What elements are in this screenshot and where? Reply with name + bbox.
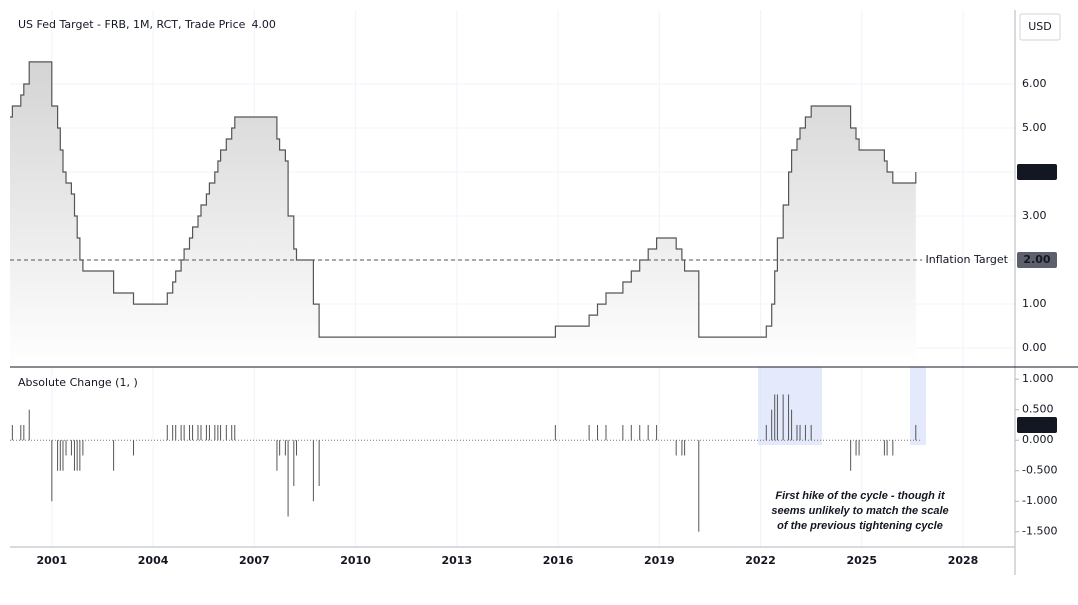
reference-value-label: 2.00 (1017, 252, 1057, 269)
x-tick-label: 2004 (138, 554, 169, 567)
currency-button[interactable] (1019, 13, 1061, 41)
last-value-label: 4.00 (1017, 163, 1057, 180)
plot-area (10, 61, 922, 532)
y-tick-label: 3.00 (1022, 209, 1047, 222)
annotation: of the previous tightening cycle (777, 520, 943, 532)
x-tick-label: 2025 (846, 554, 877, 567)
rate-line (10, 61, 917, 338)
y-tick-label: 0.000 (1022, 433, 1054, 446)
last-value-label: 0.250 (1020, 418, 1055, 431)
y-tick-label: 6.00 (1022, 77, 1047, 90)
last-value-label: 4.00 (1023, 165, 1050, 178)
chart-title: US Fed Target - FRB, 1M, RCT, Trade Pric… (18, 18, 246, 31)
x-tick-label: 2016 (543, 554, 574, 567)
x-tick-label: 2028 (948, 554, 979, 567)
x-tick-label: 2019 (644, 554, 675, 567)
y-tick-label: 0.00 (1022, 341, 1047, 354)
area-fill (10, 61, 916, 368)
annotation: First hike of the cycle - though it (775, 490, 946, 502)
last-value-label: 0.250 (1017, 416, 1057, 433)
annotation: seems unlikely to match the scale (771, 505, 948, 517)
indicator-title: Absolute Change (1, ) (18, 376, 138, 389)
x-tick-label: 2001 (37, 554, 68, 567)
y-tick-label: 0.500 (1022, 403, 1054, 416)
y-tick-label: -1.000 (1022, 494, 1057, 507)
y-tick-label: -1.500 (1022, 525, 1057, 538)
highlight-box (910, 367, 926, 445)
last-value-label-bg (1017, 416, 1057, 433)
x-tick-label: 2010 (340, 554, 371, 567)
reference-value-label-bg (1017, 252, 1057, 269)
y-tick-label: 1.000 (1022, 372, 1054, 385)
y-tick-label: 1.00 (1022, 297, 1047, 310)
x-tick-label: 2013 (442, 554, 473, 567)
title-last-value: 4.00 (251, 18, 276, 31)
x-tick-label: 2022 (745, 554, 776, 567)
x-tick-label: 2007 (239, 554, 270, 567)
currency[interactable]: USD (1028, 20, 1052, 33)
y-tick-label: 5.00 (1022, 121, 1047, 134)
reference-value-label: 2.00 (1023, 253, 1050, 266)
highlight-box (758, 367, 822, 445)
y-tick-label: -0.500 (1022, 464, 1057, 477)
last-value-label-bg (1017, 163, 1057, 180)
inflation-target-label: Inflation Target (926, 253, 1009, 266)
